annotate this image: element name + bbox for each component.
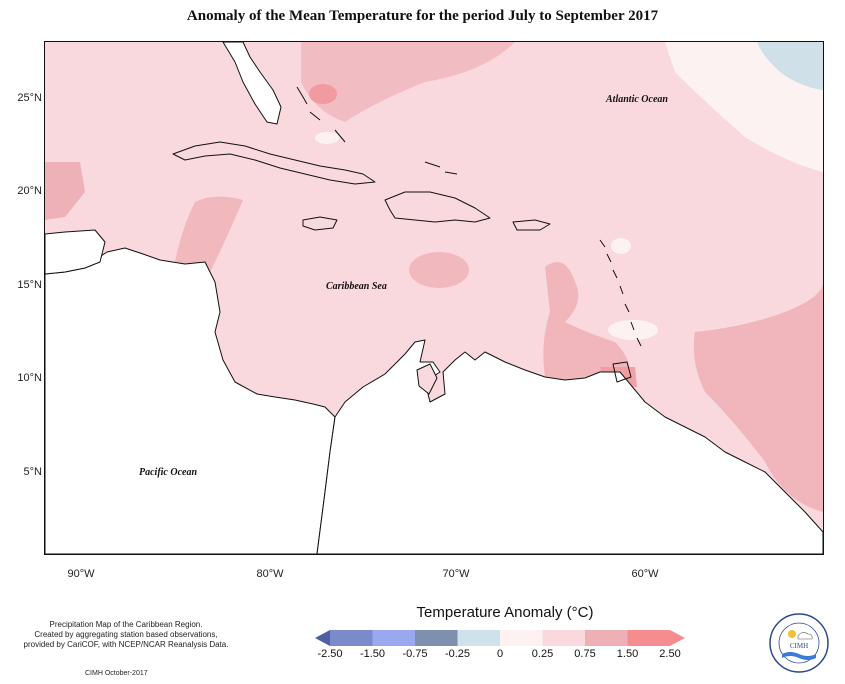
cool-patch-atlantic — [757, 42, 823, 90]
hispaniola — [384, 191, 491, 223]
colorbar-segment — [372, 630, 415, 646]
colorbar-tick-label: 0 — [496, 648, 504, 660]
warm-anomaly-east-atlantic — [693, 282, 823, 512]
colorbar-segment — [627, 630, 670, 646]
colorbar-tick-label: -1.50 — [359, 648, 386, 660]
footer-date: CIMH October-2017 — [85, 670, 148, 677]
colorbar-segment — [457, 630, 500, 646]
land-masses — [45, 42, 823, 554]
lon-label-80w: 80°W — [256, 568, 284, 580]
credit-line-2: Created by aggregating station based obs… — [34, 630, 218, 639]
near-zero-bahamas-small — [315, 132, 339, 144]
yucatan — [45, 229, 106, 275]
temperature-anomaly-map — [45, 42, 823, 554]
colorbar-tick-label: 0.75 — [574, 648, 596, 660]
warm-anomaly-central-caribbean — [409, 252, 469, 288]
colorbar-tick-label: 1.50 — [616, 648, 639, 660]
map-panel — [44, 41, 824, 555]
jamaica — [302, 216, 338, 231]
lon-label-70w: 70°W — [442, 568, 470, 580]
colorbar-tick-label: -2.50 — [317, 648, 343, 660]
color-bar — [315, 630, 685, 646]
lat-label-15n: 15°N — [17, 279, 42, 291]
pacific-ocean-label: Pacific Ocean — [139, 467, 198, 478]
colorbar-segment — [330, 630, 373, 646]
cuba — [172, 141, 376, 185]
warm-anomaly-bahamas — [301, 42, 515, 122]
south-america — [316, 339, 823, 554]
credit-block: Precipitation Map of the Caribbean Regio… — [10, 620, 242, 650]
colorbar-tick-label: -0.25 — [444, 648, 471, 660]
map-title: Anomaly of the Mean Temperature for the … — [186, 8, 659, 24]
lesser-antilles-islands — [296, 86, 642, 347]
warm-anomaly-west-caribbean — [173, 196, 243, 277]
near-zero-windwards — [608, 320, 658, 340]
anomaly-shading — [45, 42, 823, 512]
trinidad — [612, 361, 632, 383]
lake-maracaibo — [416, 363, 438, 395]
cimh-logo: CIMH — [769, 613, 829, 673]
caribbean-sea-label: Caribbean Sea — [326, 281, 387, 292]
colorbar-segment — [585, 630, 628, 646]
florida — [222, 42, 282, 125]
logo-text: CIMH — [790, 642, 808, 650]
lon-label-90w: 90°W — [67, 568, 95, 580]
near-zero-guadeloupe — [611, 238, 631, 254]
sun-icon — [788, 630, 796, 638]
lat-label-5n: 5°N — [23, 466, 42, 478]
wave-icon — [782, 652, 816, 660]
colorbar-left-arrow — [315, 630, 330, 646]
hot-spot-bahamas — [309, 84, 337, 104]
warm-anomaly-yucatan — [45, 162, 85, 220]
warm-anomaly-lesser-antilles — [543, 262, 631, 387]
puerto-rico — [512, 219, 551, 231]
colorbar-tick-label: -0.75 — [402, 648, 428, 660]
colorbar-tick-label: 2.50 — [659, 648, 681, 660]
credit-line-1: Precipitation Map of the Caribbean Regio… — [49, 620, 203, 629]
legend-title: Temperature Anomaly (°C) — [416, 604, 594, 621]
colorbar-tick-label: 0.25 — [531, 648, 554, 660]
lat-label-25n: 25°N — [17, 92, 42, 104]
colorbar-segment — [415, 630, 458, 646]
central-america — [45, 247, 336, 554]
colorbar-segment — [500, 630, 543, 646]
lon-label-60w: 60°W — [631, 568, 659, 580]
atlantic-ocean-label: Atlantic Ocean — [606, 94, 668, 105]
lat-label-10n: 10°N — [17, 372, 42, 384]
lat-label-20n: 20°N — [17, 185, 42, 197]
colorbar-segment — [542, 630, 585, 646]
credit-line-3: provided by CariCOF, with NCEP/NCAR Rean… — [23, 640, 229, 649]
colorbar-right-arrow — [670, 630, 685, 646]
cloud-icon — [797, 632, 813, 640]
